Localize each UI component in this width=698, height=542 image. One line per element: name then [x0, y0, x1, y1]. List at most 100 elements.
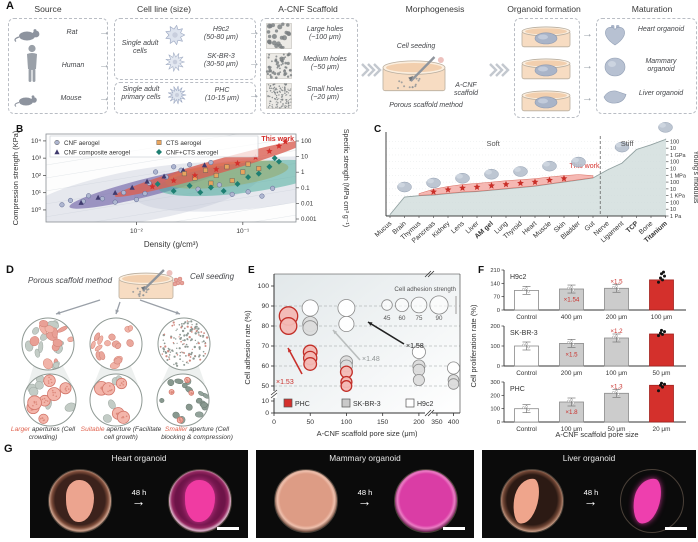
pore-dot: [290, 98, 292, 100]
pore-dot: [279, 71, 282, 73]
dense-dot: [179, 337, 182, 340]
point-circle: [67, 197, 74, 203]
rosette-dot: [180, 420, 182, 423]
organ-icon: [571, 156, 586, 168]
dense-dot: [190, 320, 193, 323]
dense-dot: [201, 341, 203, 343]
point-diamond: [275, 158, 282, 165]
data-point-SK-BR-3: [302, 320, 318, 336]
pore-dot: [276, 72, 281, 76]
legend-swatch: [283, 398, 293, 408]
dense-dot: [204, 342, 207, 345]
pore-dot: [276, 41, 281, 46]
star-marker: [275, 142, 283, 149]
pore-dot: [285, 99, 287, 101]
point-triangle: [78, 199, 84, 205]
pore-dot: [282, 86, 284, 88]
star-marker: [560, 174, 568, 182]
pore-dot: [276, 96, 278, 98]
subplot-title: SK-BR-3: [510, 330, 538, 337]
pore-dot: [287, 88, 289, 90]
x-category-label: 20 μm: [653, 426, 671, 433]
arrow-head-icon: [368, 322, 373, 326]
x-axis-title: A-CNF scaffold pore size (μm): [317, 429, 418, 438]
source-rat-label: Rat: [66, 29, 78, 36]
size-legend-value: 45: [384, 315, 391, 322]
circle-shape: [138, 295, 141, 298]
pore-dot: [277, 107, 279, 109]
dense-dot: [170, 336, 173, 339]
pore-dot: [290, 101, 292, 103]
caption-rest: apertures (Cell crowding): [28, 426, 76, 442]
maturation-heart-label: Heart organoid: [637, 26, 685, 33]
y-tick-label: 80: [261, 323, 269, 330]
circle-shape: [411, 86, 414, 89]
pore-dot: [289, 89, 291, 92]
pore-dot: [273, 86, 276, 89]
bar-50 μm: [649, 333, 674, 367]
legend-label: CNF aerogel: [64, 140, 100, 147]
circle-shape: [28, 44, 36, 53]
header-scaffold: A-CNF Scaffold: [278, 4, 338, 14]
point-square: [213, 173, 219, 178]
pore-dot: [267, 106, 270, 108]
dense-dot: [173, 324, 175, 326]
bar-scatter-dot: [615, 334, 618, 338]
liver-organoid-after-photo: [620, 469, 684, 533]
tissue-blob: [113, 357, 123, 365]
rosette-dot: [47, 382, 50, 384]
liver-organ-icon: [603, 90, 627, 104]
star-marker: [488, 182, 495, 189]
modulus-curve: [389, 138, 667, 215]
tissue-blob: [126, 339, 134, 347]
ellipse-shape: [158, 159, 296, 197]
x-category-label: 100 μm: [651, 314, 672, 321]
pore-dot: [287, 106, 290, 108]
human-body: [27, 44, 37, 82]
aperture-outline: [156, 373, 210, 427]
pore-dot: [266, 72, 269, 76]
pore-dot: [277, 24, 283, 30]
source-box: [8, 18, 108, 114]
seeding-dish-icon: [382, 56, 446, 92]
y-tick-label: 0: [497, 364, 500, 370]
circle-shape: [437, 57, 444, 63]
pore-dot: [279, 87, 282, 90]
x-tick-label: 50: [306, 419, 314, 426]
y2-tick-label: 1: [301, 169, 305, 176]
red-bar-dot: [657, 334, 660, 338]
scaffold-medium-size: (~50 μm): [310, 64, 340, 72]
circle-shape: [145, 291, 148, 294]
maturation-box: [596, 18, 697, 114]
ratio-above-bar: ×1.5: [610, 278, 623, 285]
red-bar-dot: [660, 272, 663, 276]
organ-icon: [484, 168, 499, 180]
size-legend-value: 90: [436, 315, 443, 322]
y-tick-label: 210: [490, 268, 500, 274]
pore-dot: [269, 85, 271, 87]
point-circle: [99, 196, 105, 202]
pore-dot: [266, 30, 271, 34]
line-shape: [409, 56, 436, 82]
dense-dot: [183, 343, 185, 345]
rat-body: [19, 29, 40, 41]
pore-dot: [271, 106, 273, 108]
point-square: [240, 169, 246, 175]
panel-d-label: D: [6, 264, 14, 276]
pore-dot: [267, 95, 269, 98]
legend-label: CNF composite aerogel: [64, 149, 130, 156]
y2-tick-label: 10: [670, 146, 676, 152]
circle-shape: [418, 77, 421, 80]
y-axis-title: Compression strength (KPa): [11, 130, 20, 225]
category-label: Mucus: [374, 220, 394, 239]
dense-dot: [202, 354, 205, 357]
pore-dot: [274, 98, 277, 100]
circle-shape: [139, 290, 142, 293]
y-tick-label: 70: [261, 343, 269, 350]
rosette-dot: [67, 388, 70, 390]
scaffold-small-name: Small holes: [306, 86, 344, 93]
dish-liquid: [525, 28, 567, 35]
rosette-dot: [41, 398, 44, 401]
size-legend-circle: [381, 299, 393, 311]
